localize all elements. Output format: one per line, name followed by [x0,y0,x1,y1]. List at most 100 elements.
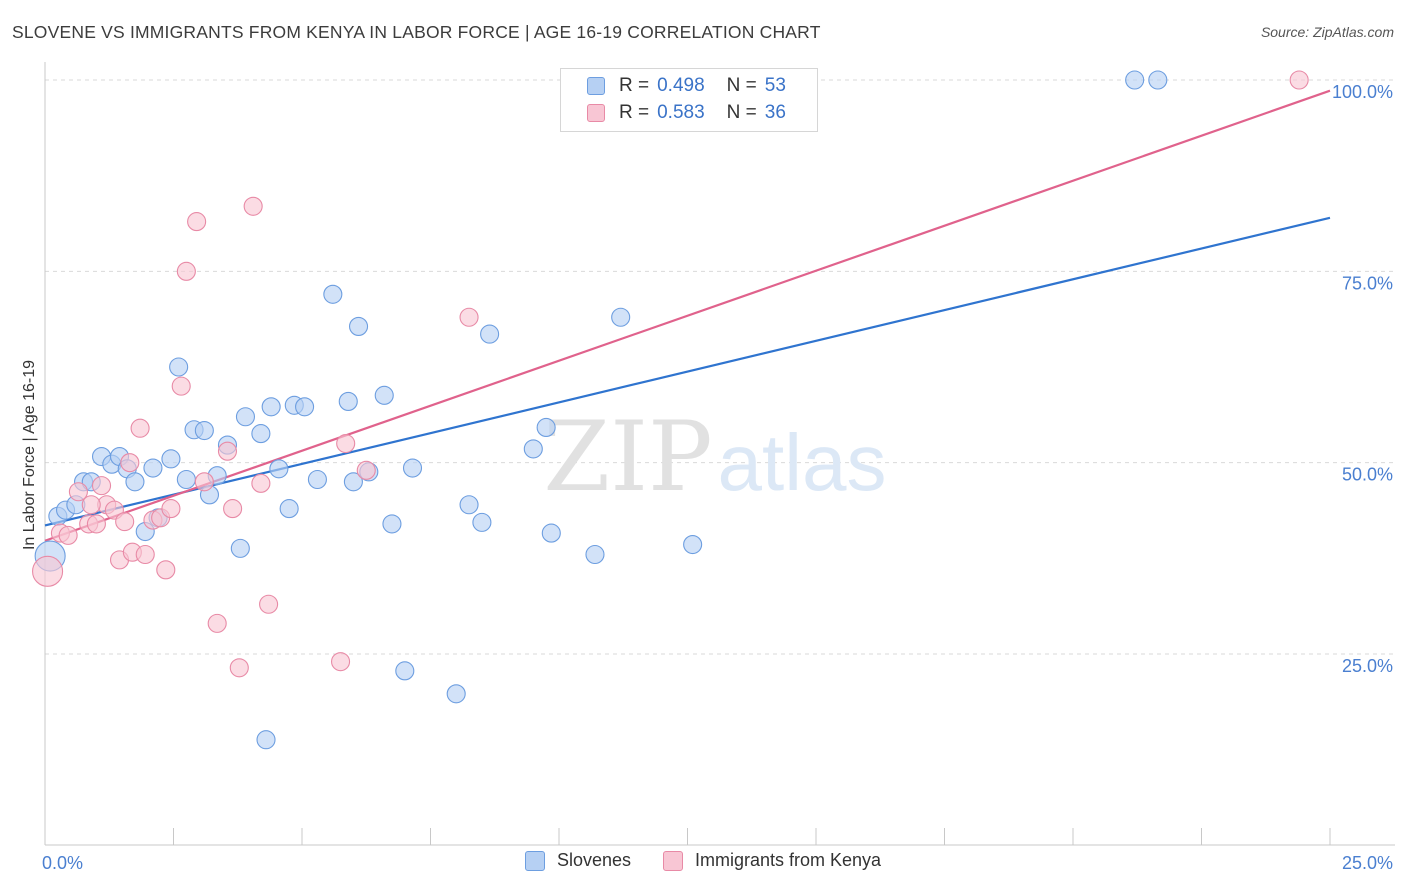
chart-title: SLOVENE VS IMMIGRANTS FROM KENYA IN LABO… [12,22,821,42]
point-slovenes [279,499,299,519]
point-slovenes [446,684,466,704]
point-kenya [81,495,101,515]
point-slovenes [251,424,271,444]
point-slovenes [235,407,256,427]
legend-swatch-blue [587,77,605,95]
y-tick-label: 50.0% [1342,465,1393,485]
point-kenya [86,514,106,534]
point-slovenes [374,385,394,405]
series-legend: Slovenes Immigrants from Kenya [0,850,1406,871]
legend-r-label: R = [619,75,650,96]
legend-n-label: N = [726,102,757,123]
point-slovenes [307,469,327,490]
point-slovenes [348,316,369,336]
point-slovenes [323,284,343,304]
point-slovenes [194,420,214,441]
point-slovenes [261,397,281,417]
y-tick-label: 75.0% [1342,273,1393,293]
point-slovenes [395,661,415,681]
point-slovenes [382,514,402,534]
data-points [32,70,1309,750]
axis-labels: 25.0% 50.0% 75.0% 100.0% 0.0% 25.0% In Labor F… [21,82,1393,873]
point-kenya [229,658,249,678]
point-slovenes [143,458,163,478]
point-kenya [161,499,181,519]
legend-r-value: 0.498 [657,75,705,96]
point-kenya [1289,70,1309,90]
point-slovenes [459,495,479,515]
point-kenya [251,473,271,493]
point-kenya [68,482,88,502]
point-slovenes [256,730,276,750]
legend-item-slovenes: Slovenes [524,850,631,871]
legend-row-slovenes: R = 0.498 N = 53 [587,73,786,99]
legend-swatch-blue [524,850,545,871]
point-slovenes [480,324,500,344]
legend-row-kenya: R = 0.583 N = 36 [587,100,786,126]
point-kenya [223,499,243,519]
point-slovenes [536,417,556,438]
legend-r-value: 0.583 [657,102,705,123]
point-slovenes [1148,70,1168,90]
point-kenya [176,261,196,281]
point-slovenes [161,449,181,469]
point-kenya [32,555,64,587]
point-slovenes [541,523,561,543]
point-kenya [459,307,479,327]
point-slovenes [230,538,250,558]
point-slovenes [472,512,492,532]
x-tick-label: 0.0% [42,853,83,873]
point-slovenes [295,397,315,417]
y-axis-title: In Labor Force | Age 16-19 [21,360,38,550]
point-kenya [336,433,356,454]
point-slovenes [1125,70,1145,90]
gridlines [45,79,1395,655]
legend-n-value: 53 [764,75,786,96]
legend-n-value: 36 [764,102,786,123]
x-tick-label: 25.0% [1342,853,1393,873]
legend-label-slovenes: Slovenes [556,850,631,870]
point-kenya [356,460,376,480]
trend-line-kenya [44,89,1331,542]
point-slovenes [611,307,631,327]
legend-n-label: N = [726,75,757,96]
point-slovenes [402,458,423,478]
point-kenya [171,376,191,396]
point-kenya [91,476,112,496]
point-slovenes [269,459,289,479]
point-kenya [217,441,238,461]
axes [44,62,1395,846]
point-kenya [58,525,78,545]
point-kenya [187,212,207,232]
watermark-atlas: atlas [718,418,887,507]
point-slovenes [683,535,703,555]
legend-item-kenya: Immigrants from Kenya [663,850,881,871]
point-slovenes [585,544,605,565]
watermark: ZIP atlas [543,401,886,513]
point-slovenes [523,439,543,459]
chart-source: Source: ZipAtlas.com [1260,24,1394,40]
point-kenya [115,512,135,532]
stats-legend: R = 0.498 N = 53 R = 0.583 N = 36 [560,68,818,132]
point-kenya [207,613,227,633]
legend-label-kenya: Immigrants from Kenya [695,850,882,870]
watermark-zip: ZIP [543,401,712,513]
y-tick-label: 25.0% [1342,656,1393,676]
point-kenya [156,560,176,580]
point-slovenes [176,469,196,490]
legend-swatch-pink [663,850,683,871]
point-kenya [135,544,155,565]
point-slovenes [125,472,145,492]
point-slovenes [169,357,189,377]
point-kenya [194,472,214,492]
point-slovenes [338,391,358,411]
point-slovenes [343,472,363,492]
point-kenya [130,418,150,438]
legend-swatch-pink [587,104,605,122]
point-kenya [120,453,140,473]
point-kenya [259,594,279,614]
y-tick-label: 100.0% [1332,82,1393,102]
point-kenya [330,652,351,672]
point-kenya [243,196,263,216]
